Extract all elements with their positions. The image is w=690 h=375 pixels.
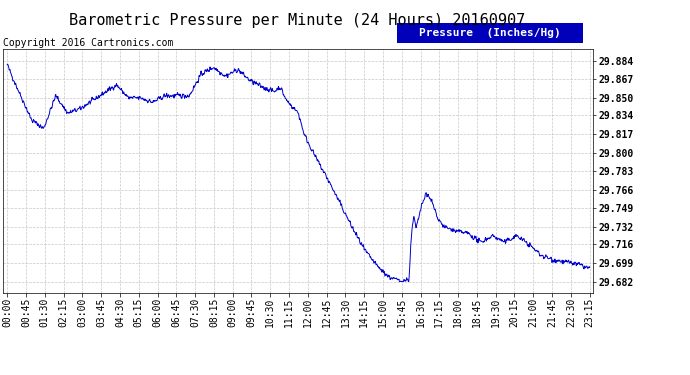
Text: Pressure  (Inches/Hg): Pressure (Inches/Hg) <box>419 28 561 38</box>
Text: Barometric Pressure per Minute (24 Hours) 20160907: Barometric Pressure per Minute (24 Hours… <box>68 13 525 28</box>
Text: Copyright 2016 Cartronics.com: Copyright 2016 Cartronics.com <box>3 38 174 48</box>
